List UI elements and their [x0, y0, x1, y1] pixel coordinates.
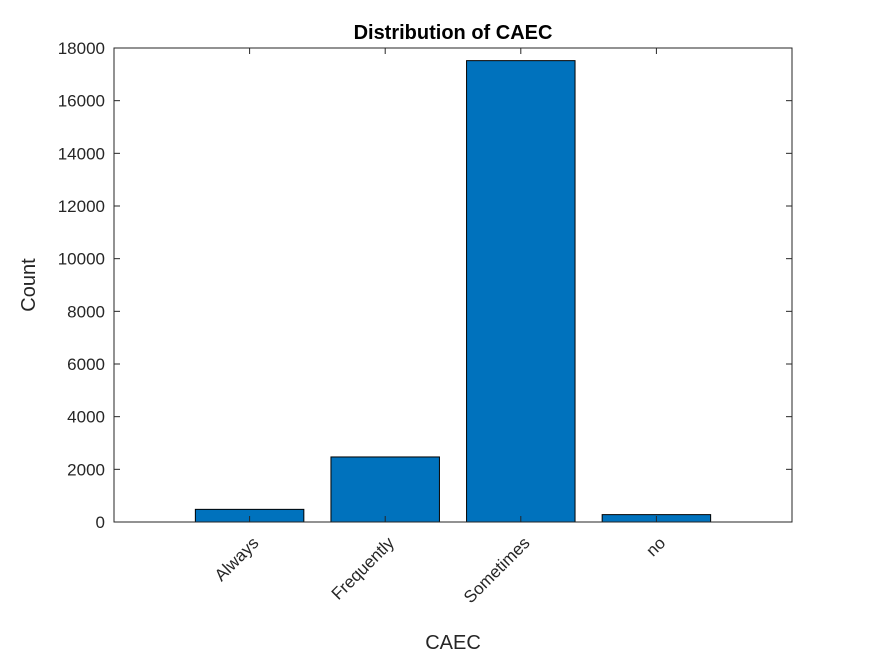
- y-tick-label: 2000: [67, 460, 105, 479]
- y-tick-label: 12000: [58, 197, 105, 216]
- x-axis-label: CAEC: [425, 632, 481, 654]
- y-tick-label: 14000: [58, 144, 105, 163]
- y-tick-label: 6000: [67, 355, 105, 374]
- bar-sometimes: [466, 60, 576, 523]
- y-tick-label: 0: [96, 513, 105, 532]
- x-tick-label: Frequently: [328, 533, 399, 604]
- y-tick-label: 16000: [58, 92, 105, 111]
- ticks-group: [114, 47, 792, 523]
- bar-frequently: [330, 456, 440, 523]
- plot-frame: [113, 47, 793, 523]
- x-tick-label: no: [642, 533, 669, 560]
- bars-group: [194, 60, 712, 523]
- y-tick-label: 18000: [58, 39, 105, 58]
- y-tick-label: 10000: [58, 250, 105, 269]
- x-tick-label: Sometimes: [460, 533, 534, 607]
- y-tick-label: 8000: [67, 302, 105, 321]
- y-tick-labels: 0 2000 4000 6000 8000 10000 12000 14000 16000 180…: [58, 39, 105, 532]
- y-tick-label: 4000: [67, 408, 105, 427]
- y-axis-label: Count: [18, 258, 40, 312]
- x-tick-labels: Always Frequently Sometimes no: [211, 533, 669, 607]
- x-tick-label: Always: [211, 533, 263, 585]
- chart-title: Distribution of CAEC: [354, 22, 553, 44]
